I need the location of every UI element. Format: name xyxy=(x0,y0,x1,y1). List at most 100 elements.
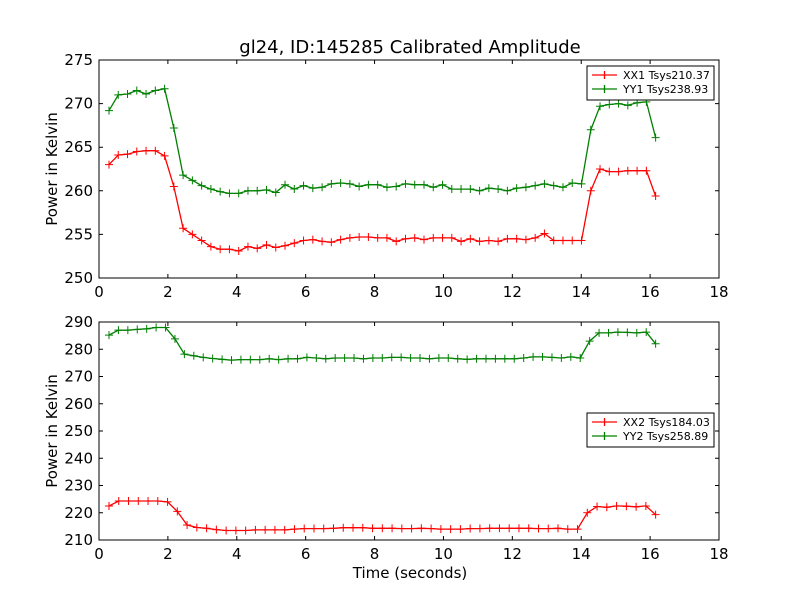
data-point xyxy=(642,328,651,337)
data-point xyxy=(407,524,416,533)
data-point xyxy=(253,186,262,195)
x-tick-label: 12 xyxy=(503,283,522,301)
data-point xyxy=(529,352,538,361)
data-point xyxy=(438,180,447,189)
data-point xyxy=(327,179,336,188)
x-tick-label: 8 xyxy=(370,545,380,563)
legend-swatch xyxy=(592,432,617,440)
data-point xyxy=(510,354,519,363)
data-point xyxy=(133,325,142,334)
data-point xyxy=(114,151,123,160)
data-point xyxy=(151,86,160,95)
data-point xyxy=(189,351,198,360)
data-point xyxy=(512,184,521,193)
data-point xyxy=(614,167,623,176)
data-point xyxy=(170,334,179,343)
data-point xyxy=(225,245,234,254)
data-point xyxy=(524,524,533,533)
data-point xyxy=(132,86,141,95)
data-point xyxy=(500,354,509,363)
legend-swatch xyxy=(592,71,617,79)
y-tick-label: 265 xyxy=(64,138,93,156)
data-point xyxy=(104,160,113,169)
data-point xyxy=(563,525,572,534)
y-tick-label: 260 xyxy=(64,182,93,200)
data-point xyxy=(114,326,123,335)
data-point xyxy=(392,182,401,191)
data-point xyxy=(549,236,558,245)
data-point xyxy=(456,525,465,534)
data-point xyxy=(179,224,188,233)
data-point xyxy=(271,188,280,197)
data-point xyxy=(142,146,151,155)
x-tick-label: 10 xyxy=(434,283,453,301)
data-point xyxy=(114,497,123,506)
x-tick-label: 6 xyxy=(301,545,311,563)
data-point xyxy=(557,353,566,362)
data-point xyxy=(521,183,530,192)
data-point xyxy=(397,353,406,362)
data-point xyxy=(163,497,172,506)
x-tick-label: 4 xyxy=(232,545,242,563)
data-point xyxy=(197,236,206,245)
data-point xyxy=(382,233,391,242)
data-point xyxy=(241,526,250,535)
data-point xyxy=(302,353,311,362)
data-point xyxy=(212,525,221,534)
data-point xyxy=(475,237,484,246)
data-point xyxy=(466,234,475,243)
data-point xyxy=(329,524,338,533)
data-point xyxy=(281,180,290,189)
data-point xyxy=(144,497,153,506)
data-point xyxy=(577,179,586,188)
data-point xyxy=(206,185,215,194)
data-point xyxy=(299,236,308,245)
x-tick-label: 2 xyxy=(163,283,173,301)
data-point xyxy=(568,178,577,187)
data-point xyxy=(505,524,514,533)
data-point xyxy=(349,523,358,532)
data-point xyxy=(234,189,243,198)
y-tick-label: 250 xyxy=(64,422,93,440)
data-point xyxy=(358,523,367,532)
data-point xyxy=(434,353,443,362)
data-point xyxy=(614,99,623,108)
data-point xyxy=(345,233,354,242)
data-point xyxy=(308,235,317,244)
data-point xyxy=(243,242,252,251)
data-point xyxy=(593,502,602,511)
y-tick-label: 260 xyxy=(64,395,93,413)
x-tick-label: 10 xyxy=(434,545,453,563)
data-point xyxy=(345,179,354,188)
y-tick-label: 280 xyxy=(64,340,93,358)
data-point xyxy=(583,508,592,517)
data-point xyxy=(192,523,201,532)
legend-label: YY2 Tsys258.89 xyxy=(622,430,708,443)
data-point xyxy=(466,524,475,533)
data-point xyxy=(208,354,217,363)
y-tick-label: 275 xyxy=(64,51,93,69)
data-point xyxy=(222,526,231,535)
x-tick-label: 16 xyxy=(641,283,660,301)
data-point xyxy=(387,353,396,362)
data-point xyxy=(531,181,540,190)
x-tick-label: 0 xyxy=(94,283,104,301)
x-axis-label: Time (seconds) xyxy=(352,564,468,582)
data-point xyxy=(231,526,240,535)
data-point xyxy=(558,183,567,192)
data-point xyxy=(378,524,387,533)
data-point xyxy=(355,182,364,191)
data-point xyxy=(401,179,410,188)
data-point xyxy=(142,324,151,333)
data-point xyxy=(484,236,493,245)
data-point xyxy=(123,90,132,99)
data-point xyxy=(494,185,503,194)
data-point xyxy=(255,355,264,364)
data-point xyxy=(290,525,299,534)
data-point xyxy=(262,240,271,249)
data-point xyxy=(319,524,328,533)
data-point xyxy=(519,353,528,362)
data-point xyxy=(262,185,271,194)
